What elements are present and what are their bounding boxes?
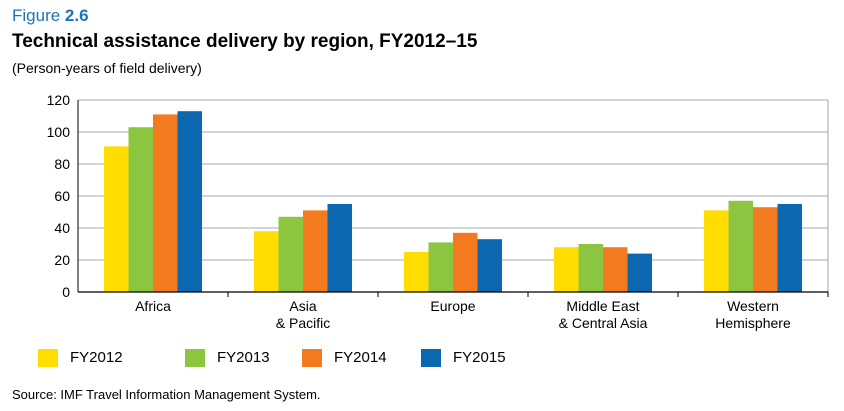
bar [153, 114, 178, 293]
legend-label: FY2015 [453, 349, 506, 366]
y-tick-label: 120 [47, 92, 71, 108]
bar [177, 111, 202, 292]
legend-swatch [302, 349, 322, 367]
source-note: Source: IMF Travel Information Managemen… [12, 387, 321, 402]
legend-swatch [38, 349, 58, 367]
legend: FY2012 FY2013 FY2014 FY2015 [38, 348, 558, 368]
legend-label: FY2012 [70, 349, 123, 366]
bar-chart: 0 20 40 60 80 100 120 Africa Asia& Pacific Europe… [47, 92, 829, 331]
y-tick-label: 60 [54, 188, 70, 204]
bar [554, 247, 579, 292]
bar [603, 247, 628, 292]
chart-subtitle: (Person-years of field delivery) [12, 60, 202, 76]
bar [477, 239, 502, 292]
bar [128, 127, 153, 292]
bar [753, 207, 778, 292]
bar [278, 216, 303, 292]
legend-label: FY2013 [217, 349, 270, 366]
figure-label: Figure 2.6 [12, 6, 89, 26]
y-tick-label: 40 [54, 220, 70, 236]
x-category-label: Hemisphere [715, 315, 791, 331]
x-category-label: Europe [430, 298, 475, 314]
figure-number: 2.6 [64, 6, 89, 25]
bar [404, 252, 429, 292]
bar [777, 204, 802, 292]
bar [254, 231, 279, 292]
y-tick-label: 20 [54, 252, 70, 268]
x-category-label: & Central Asia [559, 315, 648, 331]
chart-title: Technical assistance delivery by region,… [12, 31, 478, 52]
x-category-label: Africa [135, 298, 171, 314]
x-category-label: Western [727, 298, 779, 314]
bar [578, 244, 603, 292]
legend-swatch [185, 349, 205, 367]
bar [728, 200, 753, 292]
x-category-label: & Pacific [276, 315, 330, 331]
bar [104, 146, 129, 292]
bar [627, 253, 652, 292]
bar [453, 232, 478, 292]
bar [303, 210, 328, 292]
figure-prefix: Figure [12, 6, 65, 25]
x-category-label: Asia [289, 298, 316, 314]
x-category-label: Middle East [566, 298, 639, 314]
y-tick-label: 80 [54, 156, 70, 172]
bar [428, 242, 453, 292]
y-tick-label: 0 [62, 284, 70, 300]
bar [704, 210, 729, 292]
bar [327, 204, 352, 292]
legend-swatch [421, 349, 441, 367]
y-tick-label: 100 [47, 124, 71, 140]
legend-label: FY2014 [334, 349, 387, 366]
